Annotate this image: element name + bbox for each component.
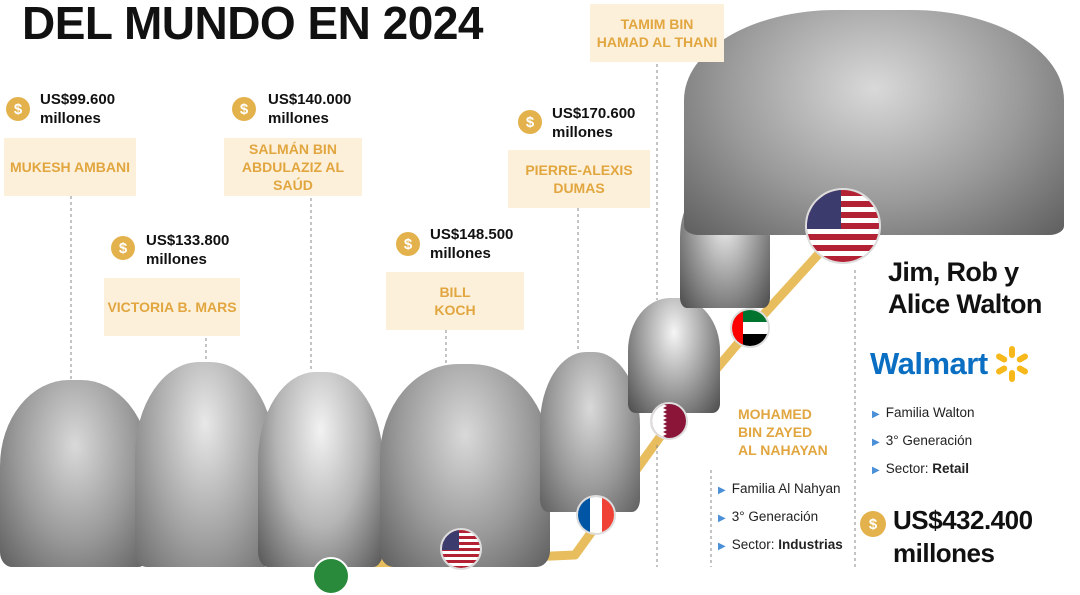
list-item: ▶ 3° Generación [872,433,973,448]
list-item: ▶ Familia Walton [872,405,975,420]
flag-qatar-icon [650,402,688,440]
bullet-triangle-icon: ▶ [718,485,726,496]
photo-tamim-bin-hamad [628,298,720,413]
dollar-coin-icon: $ [111,236,135,260]
walmart-logo: Walmart [870,344,1032,384]
name-victoria-mars: VICTORIA B. MARS [104,278,240,336]
name-mohamed-bin-zayed: MOHAMED BIN ZAYED AL NAHAYAN [738,406,828,458]
walton-details: ▶ Familia Walton ▶ 3° Generación ▶ Sector: … [872,400,974,484]
bullet-triangle-icon: ▶ [718,513,726,524]
bullet-triangle-icon: ▶ [718,541,726,552]
list-item: ▶ Familia Al Nahyan [718,481,841,496]
list-item: ▶ 3° Generación [718,509,819,524]
photo-salman-bin-abdulaziz [258,372,383,567]
walmart-spark-icon [995,346,1028,382]
page-title: DEL MUNDO EN 2024 [22,0,484,49]
amount-victoria-mars: US$133.800 millones [146,232,230,268]
flag-partial-icon [312,557,350,595]
amount-bill-koch: US$148.500 millones [430,226,514,262]
list-item: ▶ Sector: Industrias [718,537,843,552]
photo-victoria-mars [135,362,275,567]
nahayan-details: ▶ Familia Al Nahyan ▶ 3° Generación ▶ Secto… [718,476,843,560]
name-walton-family: Jim, Rob y Alice Walton [888,257,1042,319]
amount-salman-bin-abdulaziz: US$140.000 millones [268,91,352,127]
dollar-coin-icon: $ [860,511,886,537]
name-mukesh-ambani: MUKESH AMBANI [4,138,136,196]
bullet-triangle-icon: ▶ [872,437,880,448]
flag-france-icon [576,495,616,535]
amount-pierre-alexis-dumas: US$170.600 millones [552,105,636,141]
name-tamim-bin-hamad: TAMIM BIN HAMAD AL THANI [590,4,724,62]
flag-usa-icon [805,188,881,264]
photo-mukesh-ambani [0,380,150,567]
name-bill-koch: BILL KOCH [386,272,524,330]
photo-walton-family [684,10,1064,235]
photo-pierre-alexis-dumas [540,352,640,512]
dollar-coin-icon: $ [518,110,542,134]
flag-uae-icon [730,308,770,348]
name-salman-bin-abdulaziz: SALMÁN BIN ABDULAZIZ AL SAÚD [224,138,362,196]
dollar-coin-icon: $ [6,97,30,121]
amount-mukesh-ambani: US$99.600 millones [40,91,116,127]
flag-usa-icon [440,528,482,570]
list-item: ▶ Sector: Retail [872,461,969,476]
walmart-wordmark: Walmart [870,346,988,381]
bullet-triangle-icon: ▶ [872,409,880,420]
name-pierre-alexis-dumas: PIERRE-ALEXIS DUMAS [508,150,650,208]
dollar-coin-icon: $ [232,97,256,121]
bullet-triangle-icon: ▶ [872,465,880,476]
amount-walton-family: US$432.400 millones [893,505,1033,568]
dollar-coin-icon: $ [396,232,420,256]
